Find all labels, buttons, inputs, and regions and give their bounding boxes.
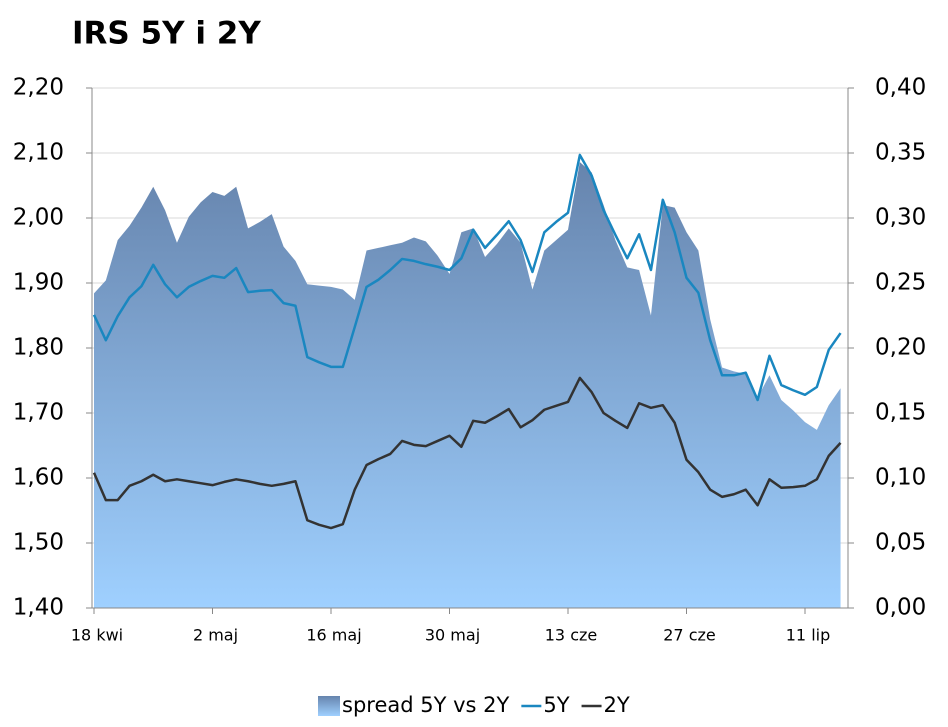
line-series: [92, 376, 842, 530]
y2-tick-label: 0,00: [875, 595, 926, 621]
legend-swatch: [318, 696, 340, 716]
y-tick-label: 2,10: [13, 140, 64, 166]
y2-tick-label: 0,15: [875, 400, 926, 426]
y-tick-label: 1,80: [13, 335, 64, 361]
y-tick-label: 1,50: [13, 530, 64, 556]
x-tick-label: 30 maj: [425, 626, 480, 645]
y-tick-label: 1,90: [13, 270, 64, 296]
x-tick-label: 2 maj: [193, 626, 238, 645]
legend-label: spread 5Y vs 2Y: [342, 693, 510, 717]
y2-tick-label: 0,40: [875, 75, 926, 101]
x-tick-label: 13 cze: [545, 626, 597, 645]
y2-tick-label: 0,25: [875, 270, 926, 296]
x-tick-label: 16 maj: [306, 626, 361, 645]
y-tick-label: 1,60: [13, 465, 64, 491]
area-series: [94, 162, 841, 608]
y-tick-label: 1,40: [13, 595, 64, 621]
x-tick-label: 27 cze: [663, 626, 715, 645]
y-tick-label: 2,20: [13, 75, 64, 101]
y2-tick-label: 0,30: [875, 205, 926, 231]
x-tick-label: 18 kwi: [71, 626, 123, 645]
y2-tick-label: 0,20: [875, 335, 926, 361]
y2-tick-label: 0,35: [875, 140, 926, 166]
chart-title: IRS 5Y i 2Y: [72, 16, 261, 52]
legend-label: 2Y: [604, 693, 630, 717]
x-tick-label: 11 lip: [786, 626, 831, 645]
y-tick-label: 1,70: [13, 400, 64, 426]
line-series: [92, 153, 842, 402]
y2-tick-label: 0,10: [875, 465, 926, 491]
y2-tick-label: 0,05: [875, 530, 926, 556]
y-tick-label: 2,00: [13, 205, 64, 231]
legend-label: 5Y: [543, 693, 569, 717]
